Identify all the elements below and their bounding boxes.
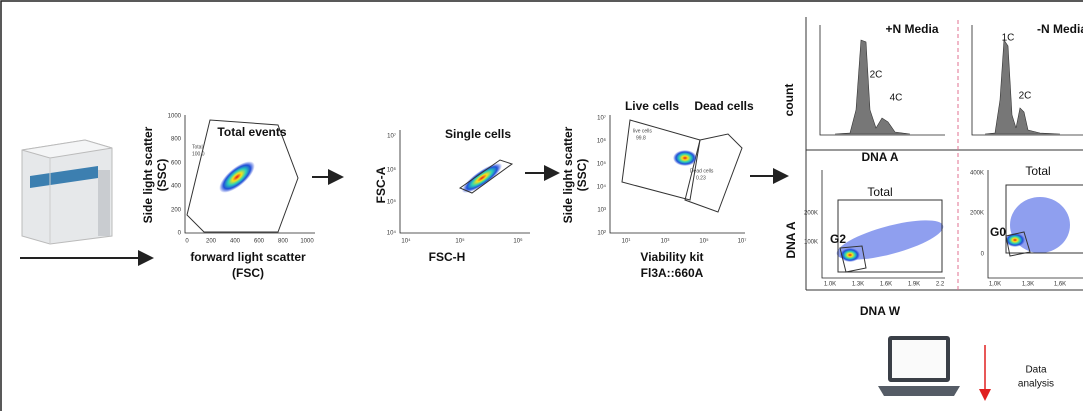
- tick: 10¹: [622, 239, 631, 245]
- tick: 10⁵: [455, 238, 465, 245]
- tick: 10⁵: [387, 199, 397, 206]
- y-label: Side light scatter: [561, 126, 575, 223]
- tick: 10⁴: [387, 230, 397, 237]
- tick: 1.3K: [852, 282, 864, 288]
- laptop-icon: [878, 336, 960, 396]
- tick: 10⁵: [597, 161, 607, 168]
- tick: 10⁴: [597, 184, 607, 191]
- x-label: DNA A: [861, 150, 898, 164]
- tick: 10⁴: [401, 238, 411, 245]
- y-label: Side light scatter: [141, 126, 155, 223]
- tick: 600: [254, 239, 265, 245]
- peak-label: 2C: [870, 70, 883, 81]
- tick: 400: [171, 184, 182, 190]
- tick: 400K: [970, 171, 984, 177]
- y-label: (SSC): [575, 159, 589, 192]
- peak-label: 1C: [1002, 33, 1015, 44]
- plot-title: +N Media: [885, 22, 938, 36]
- plot-title: -N Media: [1037, 22, 1083, 36]
- x-label: forward light scatter: [190, 250, 306, 264]
- x-label: Fl3A::660A: [641, 266, 704, 280]
- tick: 10⁶: [513, 238, 523, 245]
- tick: 0: [981, 252, 985, 258]
- gate-value: 99.8: [636, 135, 646, 141]
- x-label: FSC-H: [429, 250, 466, 264]
- gate-name: Dead cells: [690, 168, 714, 174]
- tick: 200K: [970, 211, 984, 217]
- tick: 0: [178, 231, 182, 237]
- y-label: FSC-A: [374, 166, 388, 203]
- tick: 1,3K: [1022, 282, 1034, 288]
- tick: 200: [171, 208, 182, 214]
- tick: 800: [171, 137, 182, 143]
- cytometer-icon: [21, 139, 113, 245]
- gate-title: Dead cells: [694, 99, 754, 113]
- y-label: DNA A: [784, 221, 798, 258]
- tick: 10⁶: [597, 138, 607, 145]
- tick: 1.6K: [880, 282, 892, 288]
- panel-title: Total events: [217, 125, 286, 139]
- gate-title: Live cells: [625, 99, 679, 113]
- gate-label: Total: [1025, 164, 1050, 178]
- tick: 10²: [597, 231, 606, 237]
- tick: 10⁷: [738, 238, 747, 245]
- subgate-label: G0: [990, 225, 1006, 239]
- panel-single-cells: 10⁴ 10⁵ 10⁶ 10⁷ 10⁴ 10⁵ 10⁶ Single cells…: [374, 127, 530, 264]
- gate-label: Total: [867, 185, 892, 199]
- tick: 0: [185, 239, 189, 245]
- tick: 1.0K: [824, 282, 836, 288]
- panel-total-events: 0 200 400 600 800 1000 0 200 400 600 800…: [141, 114, 315, 280]
- x-label: (FSC): [232, 266, 264, 280]
- subgate-label: G2: [830, 232, 846, 246]
- gate-value: 100.0: [192, 151, 205, 157]
- tick: 10³: [597, 208, 606, 214]
- tick: 10⁶: [387, 167, 397, 174]
- y-label: (SSC): [155, 159, 169, 192]
- peak-label: 2C: [1019, 91, 1032, 102]
- tick: 10⁵: [699, 238, 709, 245]
- x-label: DNA W: [860, 304, 901, 318]
- tick: 10⁷: [387, 133, 396, 140]
- tick: 200: [206, 239, 217, 245]
- tick: 2.2: [936, 282, 945, 288]
- analysis-label: Data: [1025, 365, 1047, 376]
- panel-viability: 10² 10³ 10⁴ 10⁵ 10⁶ 10⁷ 10¹ 10³ 10⁵ 10⁷ …: [561, 99, 754, 280]
- y-label: count: [782, 84, 796, 117]
- tick: 1000: [300, 239, 314, 245]
- analysis-label: analysis: [1018, 379, 1054, 390]
- tick: 800: [278, 239, 289, 245]
- gate-name: live cells: [633, 128, 652, 134]
- gate-name: Total: [192, 144, 203, 150]
- tick: 400: [230, 239, 241, 245]
- tick: 1.9K: [908, 282, 920, 288]
- panel-title: Single cells: [445, 127, 511, 141]
- tick: 1,6K: [1054, 282, 1066, 288]
- peak-label: 4C: [890, 93, 903, 104]
- tick: 600: [171, 161, 182, 167]
- tick: 1,0K: [989, 282, 1001, 288]
- tick: 10³: [661, 239, 670, 245]
- gate-value: 0.23: [696, 175, 706, 181]
- results: +N Media -N Media 2C 4C 1C 2C count DNA …: [782, 17, 1083, 318]
- tick: 100K: [804, 240, 818, 246]
- x-label: Viability kit: [640, 250, 703, 264]
- tick: 1000: [168, 114, 182, 120]
- tick: 10⁷: [597, 115, 606, 122]
- tick: 200K: [804, 211, 818, 217]
